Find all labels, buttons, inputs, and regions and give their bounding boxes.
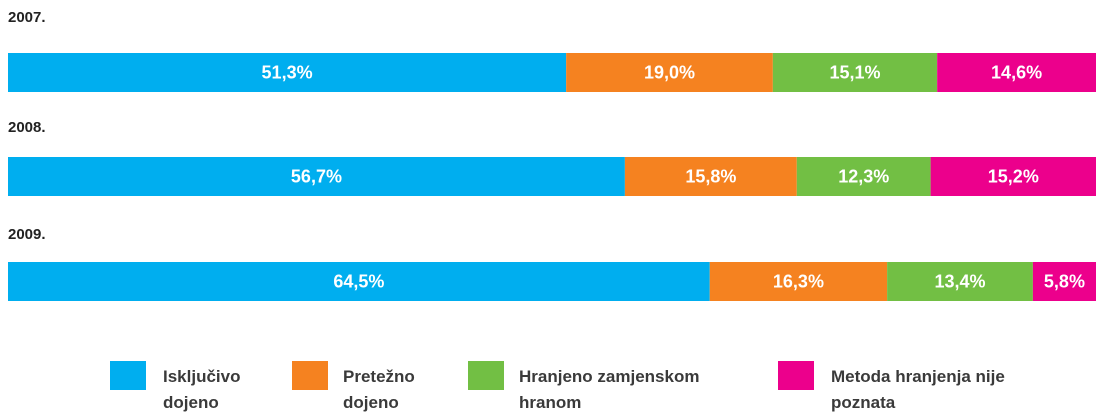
bar-segment xyxy=(796,157,931,196)
bar-segment xyxy=(772,53,938,92)
category-label: 2009. xyxy=(8,226,46,243)
bar-segment xyxy=(8,157,625,196)
bar-segment xyxy=(709,262,888,301)
legend-label: Metoda hranjenja nije poznata xyxy=(831,367,1005,412)
value-label: 56,7% xyxy=(291,166,342,186)
bar-segment xyxy=(8,262,710,301)
bar-segment xyxy=(8,53,567,92)
bar-segment xyxy=(1032,262,1096,301)
value-label: 13,4% xyxy=(934,271,985,291)
plot: 2007. 51,3% 19,0% 15,1% 14,6% 2008. 56,7% 15,8%… xyxy=(8,9,1096,301)
value-label: 19,0% xyxy=(644,62,695,82)
value-label: 15,1% xyxy=(829,62,880,82)
bar-segment xyxy=(930,157,1096,196)
category-label: 2007. xyxy=(8,9,46,26)
value-label: 51,3% xyxy=(262,62,313,82)
value-label: 15,8% xyxy=(685,166,736,186)
value-label: 5,8% xyxy=(1044,271,1085,291)
bar-segment xyxy=(887,262,1033,301)
value-label: 12,3% xyxy=(838,166,889,186)
value-label: 14,6% xyxy=(991,62,1042,82)
legend-swatch xyxy=(292,361,328,390)
legend-swatch xyxy=(778,361,814,390)
legend-label: Pretežno dojeno xyxy=(343,367,415,412)
category-label: 2008. xyxy=(8,119,46,136)
legend-swatch xyxy=(468,361,504,390)
value-label: 64,5% xyxy=(333,271,384,291)
legend-label: Hranjeno zamjenskom hranom xyxy=(519,367,700,412)
legend-swatch xyxy=(110,361,146,390)
bar-segment xyxy=(566,53,773,92)
bar-segment xyxy=(937,53,1096,92)
legend-label: Isključivo dojeno xyxy=(163,367,241,412)
value-label: 16,3% xyxy=(773,271,824,291)
bar-segment xyxy=(624,157,797,196)
value-label: 15,2% xyxy=(988,166,1039,186)
